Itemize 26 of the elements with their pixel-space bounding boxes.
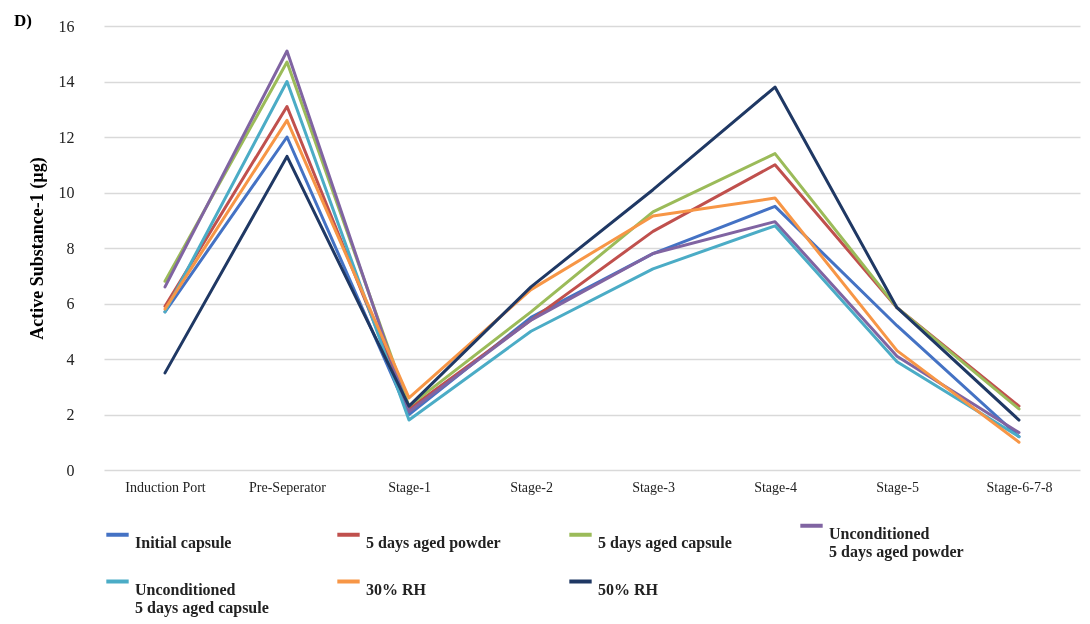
- legend-label: 5 days aged capsule: [598, 533, 732, 552]
- legend-label: Initial capsule: [135, 533, 232, 552]
- legend-label: 5 days aged powder: [366, 533, 501, 552]
- y-tick-label: 12: [58, 128, 75, 146]
- x-tick-label: Stage-6-7-8: [986, 479, 1053, 495]
- y-tick-label: 6: [66, 295, 75, 312]
- x-tick-label: Stage-5: [876, 479, 919, 495]
- chart-title: D): [14, 11, 32, 30]
- legend-label: Unconditioned 5 days aged powder: [829, 524, 964, 561]
- y-axis-title: Active Substance-1 (µg): [26, 157, 48, 340]
- y-tick-label: 14: [58, 73, 75, 90]
- x-tick-label: Stage-1: [388, 479, 431, 495]
- y-tick-label: 0: [66, 461, 75, 479]
- x-tick-label: Pre-Seperator: [249, 479, 327, 495]
- y-tick-label: 10: [58, 184, 75, 201]
- legend-label: 50% RH: [598, 580, 659, 598]
- x-tick-label: Induction Port: [125, 479, 206, 495]
- y-tick-label: 8: [66, 239, 75, 257]
- y-tick-label: 16: [58, 17, 75, 35]
- legend-label: 30% RH: [366, 580, 427, 598]
- legend-label: Unconditioned 5 days aged capsule: [135, 580, 269, 617]
- y-tick-label: 4: [66, 350, 75, 368]
- y-tick-label: 2: [66, 406, 75, 423]
- x-tick-label: Stage-3: [632, 479, 675, 495]
- x-tick-label: Stage-2: [510, 479, 553, 495]
- x-tick-label: Stage-4: [754, 479, 797, 495]
